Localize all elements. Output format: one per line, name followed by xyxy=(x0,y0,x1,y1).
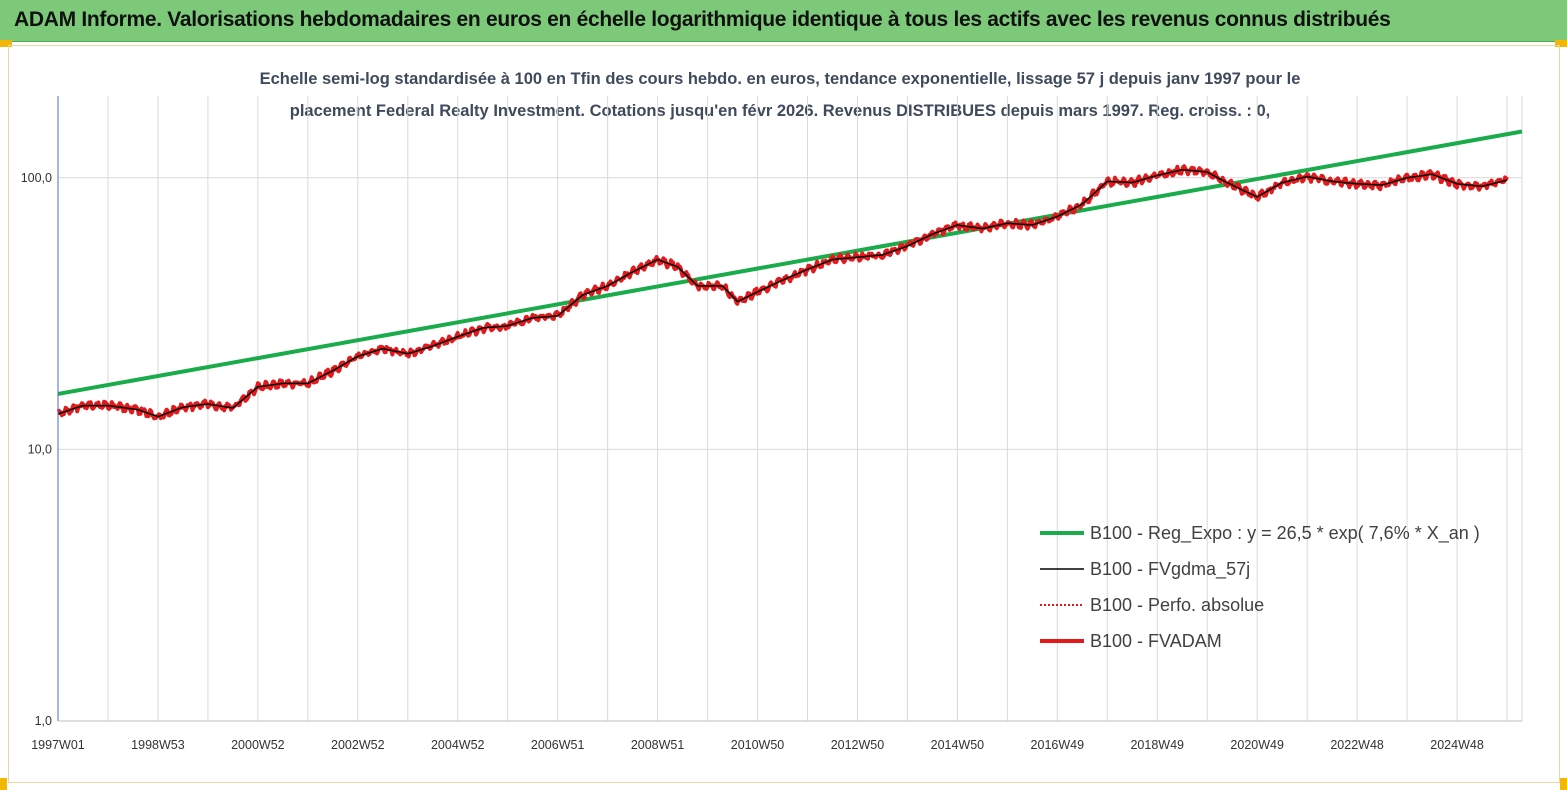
chart-title-line-2: placement Federal Realty Investment. Cot… xyxy=(290,102,1271,120)
series-line-3 xyxy=(56,164,1509,421)
x-tick-label: 2024W48 xyxy=(1430,738,1484,752)
corner-mark-top-right xyxy=(1555,40,1567,47)
legend-label-2: B100 - Perfo. absolue xyxy=(1090,595,1264,615)
y-tick-label: 10,0 xyxy=(28,442,52,456)
x-tick-label: 1997W01 xyxy=(31,738,85,752)
corner-mark-top-left xyxy=(0,40,12,47)
series-line-1 xyxy=(57,169,1508,418)
x-tick-label: 2014W50 xyxy=(931,738,985,752)
corner-mark-bottom-right xyxy=(1560,778,1567,790)
legend-label-0: B100 - Reg_Expo : y = 26,5 * exp( 7,6% *… xyxy=(1090,523,1480,544)
chart-title-line-1: Echelle semi-log standardisée à 100 en T… xyxy=(260,70,1301,88)
grid-layer xyxy=(57,96,1523,722)
x-tick-label: 2020W49 xyxy=(1230,738,1284,752)
chart-frame xyxy=(8,45,1560,783)
x-tick-label: 2012W50 xyxy=(831,738,885,752)
x-tick-label: 2022W48 xyxy=(1330,738,1384,752)
corner-mark-bottom-left xyxy=(0,778,7,790)
series-layer xyxy=(56,129,1523,421)
legend-label-3: B100 - FVADAM xyxy=(1090,631,1222,651)
y-tick-label: 100,0 xyxy=(21,171,52,185)
x-tick-label: 1998W53 xyxy=(131,738,185,752)
series-line-0 xyxy=(57,129,1523,396)
x-tick-label: 2000W52 xyxy=(231,738,285,752)
title-banner: ADAM Informe. Valorisations hebdomadaire… xyxy=(0,0,1567,42)
x-tick-label: 2010W50 xyxy=(731,738,785,752)
page-title: ADAM Informe. Valorisations hebdomadaire… xyxy=(14,8,1391,31)
x-tick-label: 2008W51 xyxy=(631,738,685,752)
x-tick-label: 2006W51 xyxy=(531,738,585,752)
x-tick-label: 2018W49 xyxy=(1130,738,1184,752)
x-tick-label: 2002W52 xyxy=(331,738,385,752)
x-tick-label: 2004W52 xyxy=(431,738,485,752)
x-tick-label: 2016W49 xyxy=(1031,738,1085,752)
axis-layer: 1,0 10,0 100,0 1997W01 1998W53 2000W52 2002W52… xyxy=(21,96,1522,752)
legend-label-1: B100 - FVgdma_57j xyxy=(1090,559,1250,580)
legend: B100 - Reg_Expo : y = 26,5 * exp( 7,6% *… xyxy=(1040,523,1480,651)
y-tick-label: 1,0 xyxy=(35,714,52,728)
